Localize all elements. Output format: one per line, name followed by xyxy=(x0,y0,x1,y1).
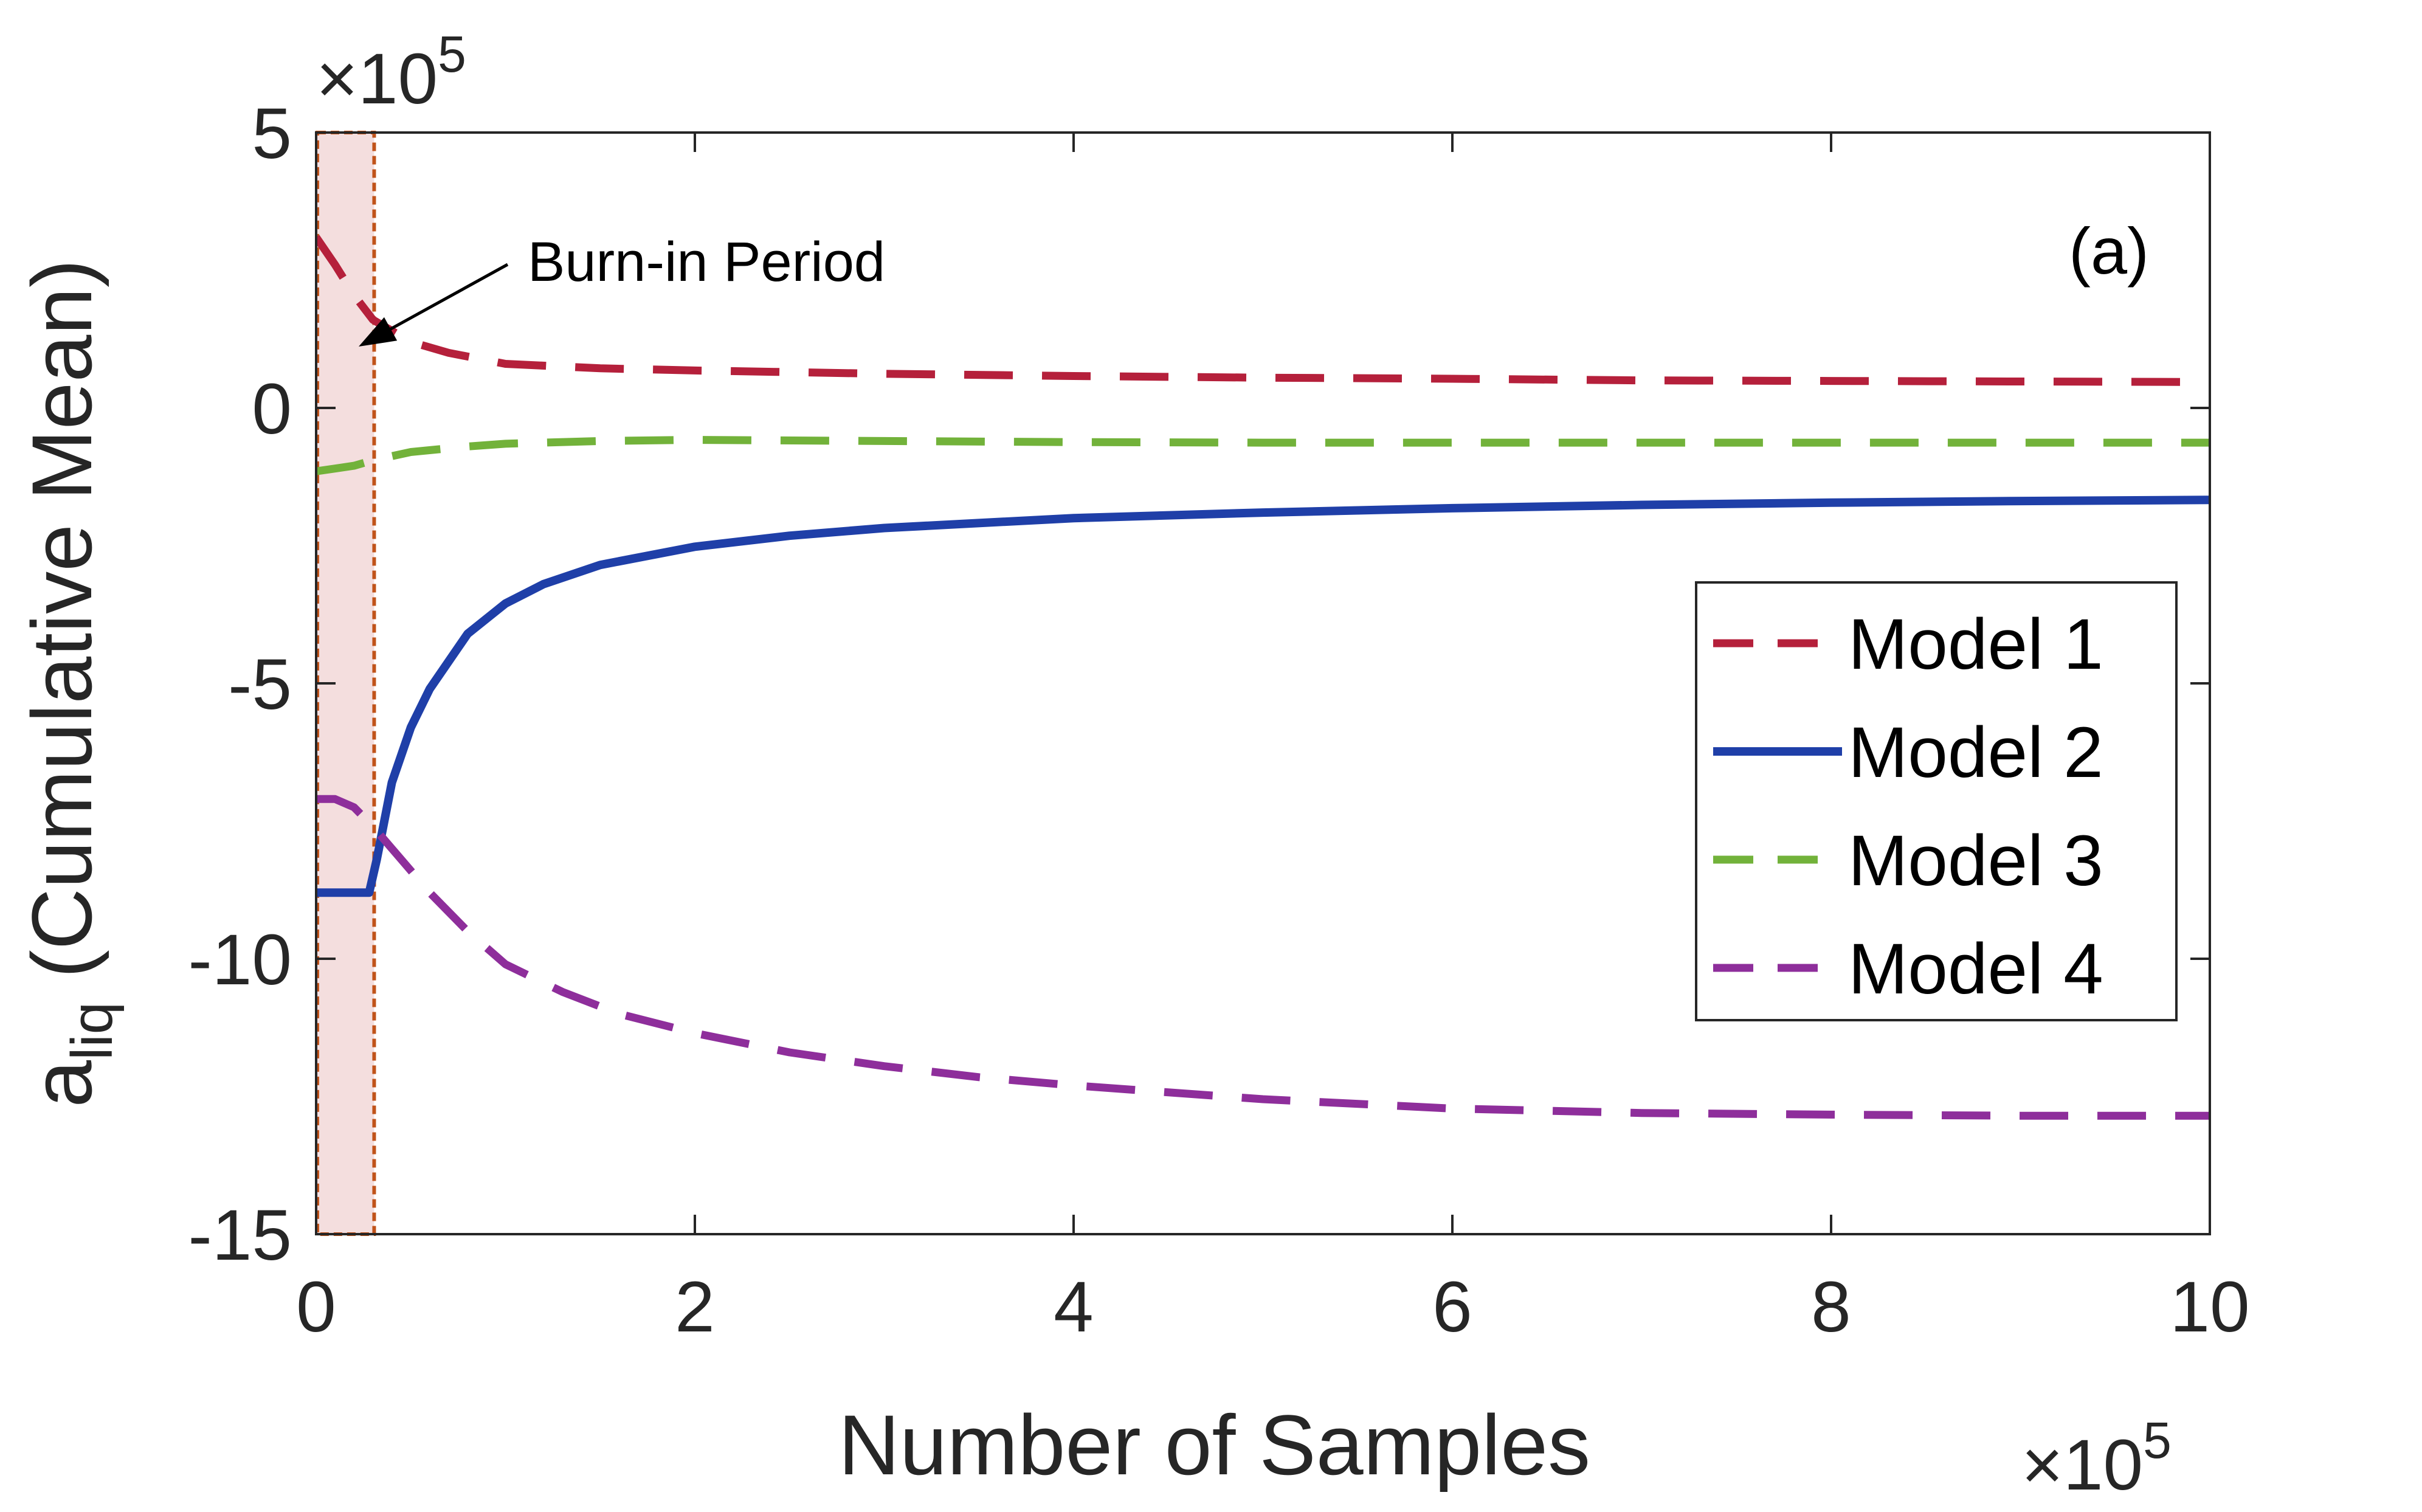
series-line-model-2 xyxy=(316,495,2210,897)
burn-in-arrowhead xyxy=(359,317,398,347)
x-exponent-label: ×105 xyxy=(2021,1412,2172,1505)
panel-label: (a) xyxy=(2069,214,2149,288)
series-line-model-4 xyxy=(316,795,2210,1120)
legend-label-model-3: Model 3 xyxy=(1848,821,2103,901)
x-ticks: 0 2 4 6 8 10 xyxy=(296,133,2250,1347)
y-axis-label: aliq (Cumulative Mean) xyxy=(14,259,125,1107)
x-exponent-power: 5 xyxy=(2143,1412,2172,1469)
x-axis-label: Number of Samples xyxy=(838,1397,1590,1493)
legend-label-model-4: Model 4 xyxy=(1848,929,2103,1009)
legend-label-model-2: Model 2 xyxy=(1848,713,2103,793)
legend: Model 1 Model 2 Model 3 Model 4 xyxy=(1695,581,2178,1021)
y-tick-label: -5 xyxy=(228,644,292,725)
burn-in-arrow xyxy=(371,263,509,341)
x-tick-label: 0 xyxy=(296,1267,336,1347)
legend-label-model-1: Model 1 xyxy=(1848,604,2103,685)
y-axis-label-rest: (Cumulative Mean) xyxy=(14,259,109,1002)
x-tick-label: 6 xyxy=(1432,1267,1472,1347)
series-line-model-1 xyxy=(316,235,2210,386)
x-tick-label: 10 xyxy=(2170,1267,2249,1347)
series-group xyxy=(316,235,2210,1120)
y-exponent-base: ×10 xyxy=(316,39,438,119)
y-axis-label-sub: liq xyxy=(60,1002,125,1060)
y-tick-label: -10 xyxy=(188,920,292,1000)
x-exponent-base: ×10 xyxy=(2021,1425,2143,1505)
y-axis-label-main: a xyxy=(14,1060,109,1108)
legend-box xyxy=(1695,581,2178,1021)
x-tick-label: 2 xyxy=(675,1267,715,1347)
x-tick-label: 8 xyxy=(1811,1267,1851,1347)
y-exponent-power: 5 xyxy=(438,26,466,83)
y-exponent-label: ×105 xyxy=(316,26,466,119)
y-tick-label: 0 xyxy=(252,369,292,449)
y-ticks: -15 -10 -5 0 5 xyxy=(188,94,2210,1276)
burn-in-annotation: Burn-in Period xyxy=(528,231,885,293)
y-tick-label: -15 xyxy=(188,1195,292,1276)
y-tick-label: 5 xyxy=(252,94,292,174)
x-tick-label: 4 xyxy=(1054,1267,1094,1347)
